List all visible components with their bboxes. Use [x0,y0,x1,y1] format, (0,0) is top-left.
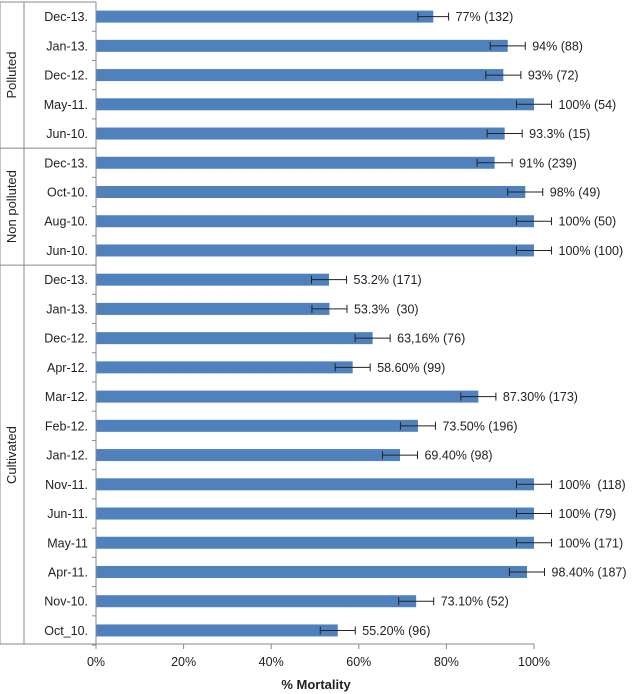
bar [96,10,434,23]
group-label: Cultivated [4,426,19,484]
error-bar [460,392,497,401]
bar [96,127,505,140]
data-label: 100% (50) [559,215,617,229]
data-label: 73.50% (196) [442,419,517,433]
category-label: Nov-11. [45,478,88,492]
data-label: 53.3% (30) [354,302,419,316]
bar [96,185,526,198]
category-label: Feb-12. [45,419,88,433]
error-bar [507,187,544,196]
x-tick-label: 80% [434,655,459,669]
category-label: Dec-12. [44,332,88,346]
bar [96,536,534,549]
category-label: Dec-12. [44,69,88,83]
data-label: 100% (79) [559,507,617,521]
category-label: Dec-13. [44,156,88,170]
data-label: 98% (49) [550,185,601,199]
category-label: Dec-13. [44,273,88,287]
error-bar [334,363,371,372]
bar [96,69,504,82]
category-label: Jun-10. [46,127,88,141]
x-tick-label: 40% [259,655,284,669]
category-label: Dec-13. [44,10,88,24]
category-label: Nov-10. [44,595,88,609]
bar [96,361,353,374]
category-label: Mar-12. [45,390,88,404]
data-label: 73.10% (52) [441,595,509,609]
error-bar [508,567,546,576]
category-label: May-11. [44,98,88,112]
bar [96,624,338,637]
x-tick-label: 20% [171,655,196,669]
data-label: 100% (54) [559,98,617,112]
group-label: Polluted [4,52,19,99]
error-bar [417,12,450,21]
category-label: Jan-12. [46,449,88,463]
category-label: Apr-11. [48,565,88,579]
data-label: 100% (171) [559,536,624,550]
data-label: 93% (72) [528,69,579,83]
error-bar [515,509,553,518]
category-label: May-11 [47,536,88,550]
error-bar [354,334,391,343]
data-label: 58.60% (99) [377,361,445,375]
bar [96,156,495,169]
bar [96,215,534,228]
category-label: Jun-11. [47,507,88,521]
data-label: 55.20% (96) [362,624,430,638]
data-label: 77% (132) [456,10,514,24]
error-bar [515,217,553,226]
bar [96,302,330,315]
data-label: 100% (118) [559,478,626,492]
error-bar [398,597,435,606]
bar [96,273,330,286]
x-tick-label: 60% [346,655,371,669]
data-label: 87.30% (173) [503,390,578,404]
category-label: Apr-12. [47,361,88,375]
bar [96,565,527,578]
error-bar [515,246,553,255]
bar [96,595,417,608]
category-label: Jan-13. [46,39,88,53]
category-label: Jun-10. [46,244,88,258]
bar [96,478,534,491]
category-label: Oct_10. [44,624,88,638]
error-bar [486,129,523,138]
error-bar [311,304,348,313]
error-bar [515,100,553,109]
bar [96,507,534,520]
data-label: 53.2% (171) [354,273,422,287]
error-bar [319,626,356,635]
data-label: 91% (239) [519,156,577,170]
bar [96,449,400,462]
data-label: 98.40% (187) [552,565,627,579]
error-bar [485,71,522,80]
bar [96,419,418,432]
x-tick-label: 100% [518,655,550,669]
bar [96,244,534,257]
error-bar [310,275,348,284]
bar [96,390,479,403]
error-bar [515,480,553,489]
bar [96,39,508,52]
group-label: Non polluted [4,170,19,243]
data-label: 69.40% (98) [424,449,492,463]
data-label: 63,16% (76) [397,332,465,346]
error-bar [399,421,436,430]
error-bar [476,158,513,167]
x-axis-title: % Mortality [281,677,351,692]
x-tick-label: 0% [87,655,105,669]
data-label: 94% (88) [532,39,583,53]
category-label: Oct-10. [47,185,88,199]
data-label: 100% (100) [559,244,624,258]
category-label: Jan-13. [46,302,88,316]
bar [96,332,373,345]
data-label: 93.3% (15) [529,127,590,141]
error-bar [515,538,553,547]
bar [96,98,534,111]
error-bar [381,451,418,460]
error-bar [489,41,526,50]
category-label: Aug-10. [44,215,88,229]
